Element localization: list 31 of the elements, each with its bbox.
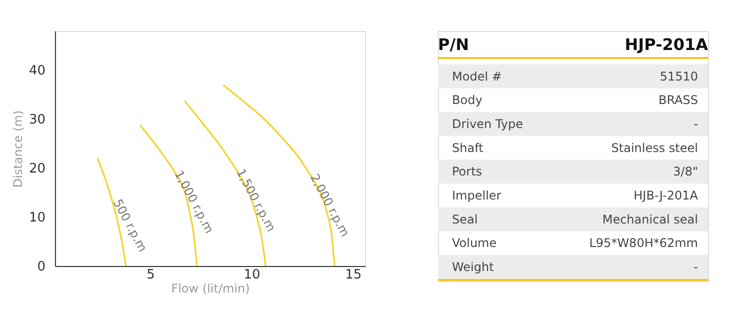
y-tick-label: 10 [28,210,46,226]
text: HJP-201A [624,35,709,54]
category-label: Volume [452,236,497,250]
category-label: Ports [452,164,482,179]
y-tick-label: 0 [37,260,46,274]
category-label: Shaft [452,140,484,155]
x-axis-title: Flow (lit/min) [171,282,250,296]
text: 500 r.p.m [110,196,150,254]
category-label: Impeller [452,188,502,203]
text: Stainless steel [611,140,698,155]
y-axis-title: Distance (m) [10,110,25,188]
text: 51510 [660,69,698,84]
category-label: Model # [452,69,502,84]
text: Mechanical seal [602,212,698,226]
text: BRASS [658,93,698,108]
category-label: Body [452,93,482,108]
x-tick-label: 10 [244,268,260,282]
x-tick-label: 15 [345,268,362,282]
text: L95*W80H*62mm [589,236,698,250]
text: 3/8" [673,164,698,179]
y-tick-label: 40 [28,64,46,79]
y-tick-label: 20 [28,162,46,177]
text: - [694,260,698,274]
y-tick-label: 30 [28,112,46,128]
text: - [694,117,698,131]
category-label: Weight [452,260,494,274]
x-tick-label: 5 [146,268,155,282]
text: HJB-J-201A [634,188,698,203]
text: P/N [438,35,469,54]
category-label: Seal [452,212,478,226]
category-label: Driven Type [452,117,523,131]
